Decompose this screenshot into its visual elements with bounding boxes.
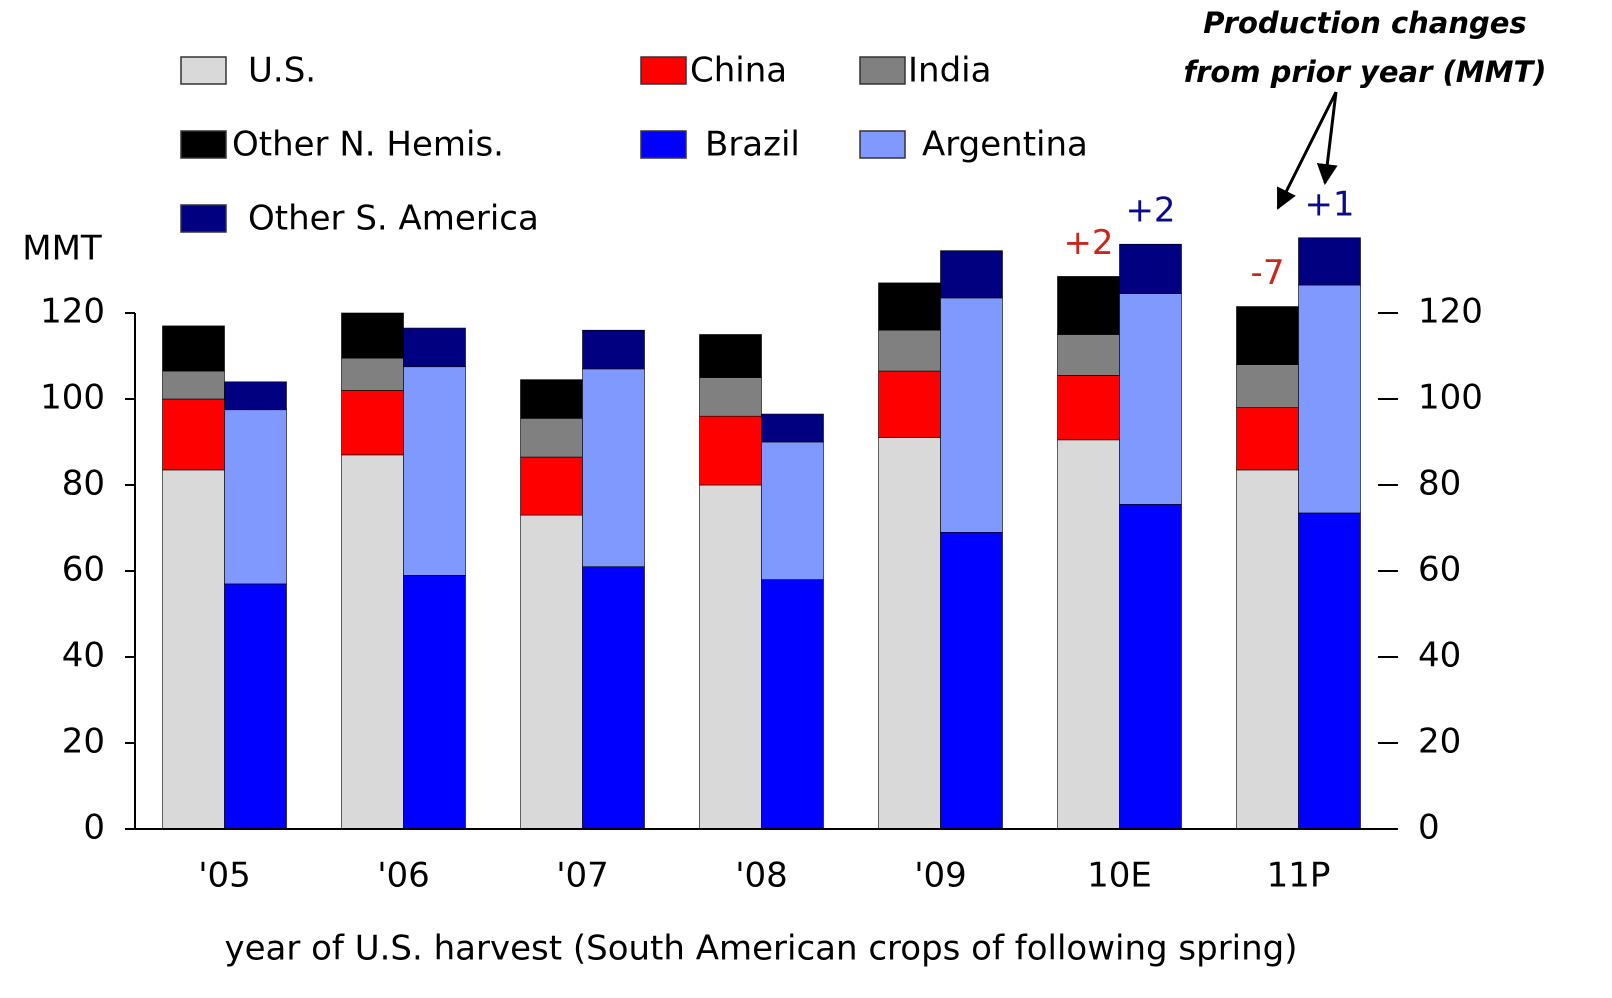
bar-segment: [1236, 469, 1299, 830]
bar-segment: [1057, 334, 1120, 376]
bar-segment: [1298, 237, 1361, 286]
legend-label: Other S. America: [248, 199, 539, 239]
bar-segment: [224, 583, 287, 830]
y2-tick-label: 80: [1418, 464, 1461, 504]
y-tick-label: 0: [83, 808, 105, 848]
bar-segment: [699, 334, 762, 378]
legend-swatch: [180, 130, 227, 159]
bar-segment: [341, 390, 404, 456]
bar-segment: [940, 250, 1003, 299]
legend-label: India: [908, 51, 991, 91]
x-tick-label: '07: [556, 856, 609, 896]
bar-segment: [341, 357, 404, 391]
bar-segment: [699, 415, 762, 486]
legend-label: U.S.: [248, 51, 316, 91]
bar-segment: [1236, 306, 1299, 365]
bar-segment: [224, 381, 287, 411]
y2-tick-label: 60: [1418, 550, 1461, 590]
y2-tick-label: 120: [1418, 292, 1483, 332]
change-label: +2: [1063, 223, 1113, 263]
legend-swatch: [180, 56, 227, 85]
y-tick-label: 120: [40, 292, 105, 332]
y-tick-label: 100: [40, 378, 105, 418]
bar-segment: [878, 282, 941, 331]
legend-swatch: [640, 130, 687, 159]
annotation: from prior year (MMT): [1183, 55, 1546, 89]
x-tick-label: '05: [198, 856, 251, 896]
y-tick-label: 80: [62, 464, 105, 504]
bar-segment: [582, 368, 645, 567]
y2-tick-label: 40: [1418, 636, 1461, 676]
annotation: Production changes: [1203, 6, 1526, 40]
change-label: +2: [1125, 191, 1175, 231]
arrow: [1316, 91, 1338, 186]
bar-segment: [403, 574, 466, 830]
bar-segment: [520, 514, 583, 830]
bar-segment: [940, 297, 1003, 533]
bar-segment: [761, 579, 824, 830]
bar-segment: [582, 566, 645, 830]
bar-segment: [341, 312, 404, 359]
x-tick-label: '09: [914, 856, 967, 896]
legend-swatch: [859, 56, 906, 85]
bar-segment: [699, 484, 762, 830]
x-tick-label: 11P: [1267, 856, 1331, 896]
bar-segment: [403, 366, 466, 576]
bar-segment: [1057, 439, 1120, 830]
change-label: +1: [1304, 184, 1354, 224]
change-label: -7: [1251, 253, 1285, 293]
bar-segment: [162, 325, 225, 372]
y-tick-label: 20: [62, 722, 105, 762]
y2-tick-label: 20: [1418, 722, 1461, 762]
legend-label: Other N. Hemis.: [232, 125, 504, 165]
y2-tick-label: 0: [1418, 808, 1440, 848]
arrow: [1276, 91, 1338, 210]
bar-segment: [1119, 293, 1182, 505]
legend-label: Argentina: [922, 125, 1088, 165]
bar-segment: [1119, 243, 1182, 294]
y-tick-label: 60: [62, 550, 105, 590]
bar-segment: [1119, 504, 1182, 830]
y-tick-label: 40: [62, 636, 105, 676]
bar-segment: [520, 418, 583, 458]
bar-segment: [878, 370, 941, 438]
bar-segment: [1057, 375, 1120, 441]
bar-segment: [1236, 407, 1299, 471]
legend-swatch: [859, 130, 906, 159]
bar-segment: [1236, 364, 1299, 408]
bar-segment: [878, 329, 941, 372]
y2-tick-label: 100: [1418, 378, 1483, 418]
bar-segment: [761, 441, 824, 580]
bar-segment: [341, 454, 404, 830]
legend-label: Brazil: [705, 125, 800, 165]
bar-segment: [1298, 284, 1361, 514]
legend-swatch: [640, 56, 687, 85]
x-axis-title: year of U.S. harvest (South American cro…: [224, 929, 1297, 969]
x-tick-label: '06: [377, 856, 430, 896]
bar-segment: [162, 469, 225, 830]
bar-segment: [761, 413, 824, 443]
bar-segment: [403, 327, 466, 368]
bar-segment: [162, 398, 225, 471]
bar-segment: [1298, 512, 1361, 830]
bar-segment: [162, 370, 225, 400]
y-axis-title: MMT: [22, 229, 102, 269]
legend-label: China: [690, 51, 787, 91]
bar-segment: [940, 531, 1003, 830]
x-tick-label: 10E: [1087, 856, 1152, 896]
bar-segment: [1057, 276, 1120, 335]
bar-segment: [582, 329, 645, 370]
bar-segment: [224, 409, 287, 585]
bar-segment: [520, 379, 583, 419]
bar-segment: [520, 456, 583, 516]
bar-segment: [878, 437, 941, 830]
x-tick-label: '08: [735, 856, 788, 896]
legend-swatch: [180, 204, 227, 233]
bar-segment: [699, 377, 762, 417]
